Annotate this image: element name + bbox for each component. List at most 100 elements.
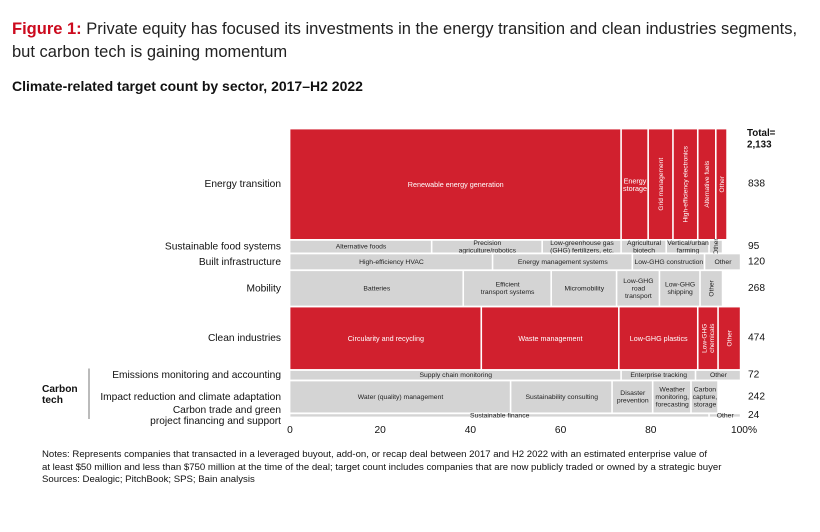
figure-label: Figure 1: xyxy=(12,20,82,38)
x-tick-label: 40 xyxy=(465,425,477,436)
segment-label-grid-management: Grid management xyxy=(657,158,664,211)
row-impact-reduction-and-climate-adaptation: Water (quality) management Sustainability… xyxy=(289,380,719,414)
segment-label-energy-storage: Energy storage xyxy=(623,176,647,192)
row-label-sustainable-food-systems: Sustainable food systems xyxy=(165,241,281,252)
segment-grid-management xyxy=(648,128,673,240)
segment-low-ghg-chemicals xyxy=(697,306,719,370)
row-total: 95 xyxy=(748,241,760,252)
segment-label-low-greenhouse-gas-ghg-fertilizers-etc: Low-greenhouse gas (GHG) fertilizers, etc… xyxy=(550,239,614,253)
segment-label-other: Other xyxy=(713,238,720,255)
segment-low-greenhouse-gas-ghg-fertilizers-etc xyxy=(542,239,622,254)
row-total: 474 xyxy=(748,333,765,344)
segment-label-disaster-prevention: Disaster prevention xyxy=(617,390,649,404)
segment-label-precision-agriculture-robotics: Precision agriculture/robotics xyxy=(459,239,517,253)
row-emissions-monitoring-and-accounting: Supply chain monitoring Enterprise tracki… xyxy=(289,370,741,381)
segment-sustainable-finance xyxy=(289,413,710,418)
segment-energy-management-systems xyxy=(492,253,633,271)
segment-disaster-prevention xyxy=(612,380,653,414)
row-clean-industries: Circularity and recycling Waste managemen… xyxy=(289,306,741,370)
row-total: 268 xyxy=(748,283,765,294)
segment-label-low-ghg-shipping: Low-GHG shipping xyxy=(665,281,695,295)
row-label-energy-transition: Energy transition xyxy=(205,179,281,190)
row-label-carbon-trade-and-green-project-financing-and-support: Carbon trade and green project financing … xyxy=(150,404,281,426)
segment-sustainability-consulting xyxy=(510,380,613,414)
segment-label-waste-management: Waste management xyxy=(518,334,582,343)
segment-enterprise-tracking xyxy=(621,370,696,381)
segment-label-vertical-urban-farming: Vertical/urban farming xyxy=(667,239,709,253)
segment-carbon-capture-storage xyxy=(690,380,719,414)
figure-title-text: Private equity has focused its investmen… xyxy=(12,20,798,61)
segment-batteries xyxy=(289,270,464,307)
row-label-clean-industries: Clean industries xyxy=(208,333,281,344)
segment-label-weather-monitoring-forecasting: Weather monitoring, forecasting xyxy=(655,386,689,408)
segment-label-sustainability-consulting: Sustainability consulting xyxy=(525,393,598,400)
segment-precision-agriculture-robotics xyxy=(431,239,543,254)
segment-label-other: Other xyxy=(714,258,732,265)
segment-high-efficiency-hvac xyxy=(289,253,493,271)
segment-label-low-ghg-plastics: Low-GHG plastics xyxy=(630,334,688,343)
notes: Notes: Represents companies that transac… xyxy=(42,449,802,487)
segment-other xyxy=(695,370,741,381)
segment-label-energy-management-systems: Energy management systems xyxy=(518,258,609,265)
segment-low-ghg-construction xyxy=(632,253,705,271)
segment-label-agricultural-biotech: Agricultural biotech xyxy=(627,239,661,253)
segment-other xyxy=(718,306,741,370)
row-total: 72 xyxy=(748,370,760,381)
segment-low-ghg-road-transport xyxy=(616,270,660,307)
segment-efficient-transport-systems xyxy=(463,270,552,307)
segment-low-ghg-plastics xyxy=(618,306,698,370)
row-label-emissions-monitoring-and-accounting: Emissions monitoring and accounting xyxy=(112,370,281,381)
segment-label-other: Other xyxy=(726,329,733,346)
segment-other xyxy=(700,270,723,307)
segment-alternative-fuels xyxy=(697,128,716,240)
note-line-1: Notes: Represents companies that transac… xyxy=(42,449,708,460)
segment-label-other: Other xyxy=(718,175,725,192)
marimekko-chart: Renewable energy generation Energy storage… xyxy=(42,128,776,436)
x-tick-label: 80 xyxy=(645,425,657,436)
x-tick-label: 60 xyxy=(555,425,567,436)
segment-micromobility xyxy=(551,270,617,307)
segment-water-quality-management xyxy=(289,380,511,414)
segment-low-ghg-shipping xyxy=(659,270,701,307)
segment-label-renewable-energy-generation: Renewable energy generation xyxy=(408,180,504,189)
row-energy-transition: Renewable energy generation Energy storage… xyxy=(289,128,728,240)
row-sustainable-food-systems: Alternative foods Precision agriculture/ro… xyxy=(289,238,723,255)
row-total: 242 xyxy=(748,391,765,402)
figure-title: Figure 1: Private equity has focused its… xyxy=(12,18,802,64)
segment-label-low-ghg-construction: Low-GHG construction xyxy=(634,258,703,265)
segment-label-low-ghg-chemicals: Low-GHGchemicals xyxy=(701,323,715,353)
segment-label-low-ghg-road-transport: Low-GHG road transport xyxy=(623,277,653,299)
row-mobility: Batteries Efficient transport systems Micro… xyxy=(289,270,723,307)
segment-label-sustainable-finance: Sustainable finance xyxy=(470,412,530,419)
segment-label-batteries: Batteries xyxy=(363,285,390,292)
x-tick-label: 20 xyxy=(375,425,387,436)
segment-label-high-efficiency-electronics: High-efficiency electronics xyxy=(682,145,689,222)
segment-label-other: Other xyxy=(708,279,715,296)
row-total: 120 xyxy=(748,256,765,267)
segment-label-efficient-transport-systems: Efficient transport systems xyxy=(481,281,535,295)
segment-energy-storage xyxy=(621,128,649,240)
segment-circularity-and-recycling xyxy=(289,306,482,370)
segment-label-alternative-fuels: Alternative fuels xyxy=(704,160,711,208)
segment-label-enterprise-tracking: Enterprise tracking xyxy=(630,372,687,379)
chart-subtitle: Climate-related target count by sector, … xyxy=(12,78,363,94)
row-label-mobility: Mobility xyxy=(246,283,281,294)
segment-other xyxy=(715,128,728,240)
segment-label-alternative-foods: Alternative foods xyxy=(336,243,387,250)
segment-weather-monitoring-forecasting xyxy=(652,380,691,414)
row-built-infrastructure: High-efficiency HVAC Energy management sy… xyxy=(289,253,741,271)
row-label-built-infrastructure: Built infrastructure xyxy=(199,256,281,267)
segment-vertical-urban-farming xyxy=(666,239,710,254)
segment-agricultural-biotech xyxy=(621,239,667,254)
segment-other xyxy=(709,413,741,418)
segment-other xyxy=(704,253,741,271)
segment-waste-management xyxy=(481,306,619,370)
source-line: Sources: Dealogic; PitchBook; SPS; Bain … xyxy=(42,474,255,486)
segment-alternative-foods xyxy=(289,239,432,254)
segment-label-micromobility: Micromobility xyxy=(564,285,604,292)
row-total: 838 xyxy=(748,179,765,190)
row-carbon-trade-and-green-project-financing-and-support: Sustainable finance Other xyxy=(289,412,741,419)
segment-label-other: Other xyxy=(717,412,735,419)
segment-label-carbon-capture-storage: Carbon capture, storage xyxy=(693,386,718,408)
note-line-2: at least $50 million and less than $750 … xyxy=(42,461,722,473)
